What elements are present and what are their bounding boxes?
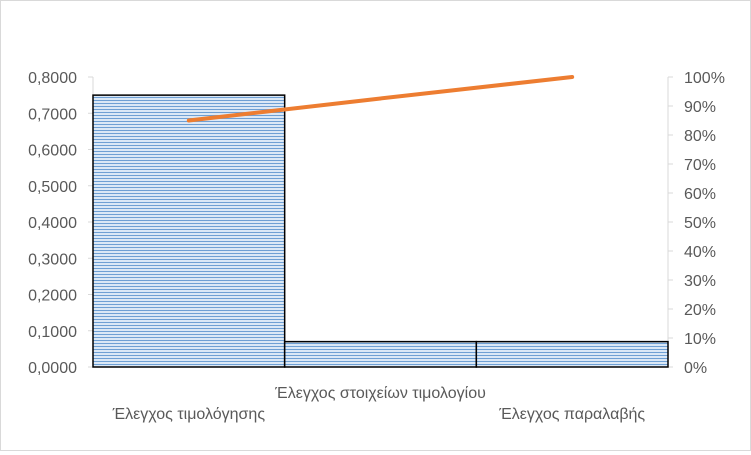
y-tick-label-primary: 0,8000 xyxy=(28,70,77,87)
y-tick-label-secondary: 50% xyxy=(684,215,716,232)
y-tick-label-primary: 0,1000 xyxy=(28,324,77,341)
y-tick-label-primary: 0,0000 xyxy=(28,360,77,377)
y-tick-label-primary: 0,6000 xyxy=(28,143,77,160)
y-tick-label-secondary: 90% xyxy=(684,99,716,116)
x-category-label: Έλεγχος στοιχείων τιμολογίου xyxy=(274,385,486,402)
bar xyxy=(476,342,668,367)
bar xyxy=(285,342,477,367)
x-category-label: Έλεγχος παραλαβής xyxy=(498,406,645,423)
y-tick-label-primary: 0,4000 xyxy=(28,215,77,232)
y-tick-label-secondary: 30% xyxy=(684,273,716,290)
y-tick-label-secondary: 20% xyxy=(684,302,716,319)
y-tick-label-secondary: 40% xyxy=(684,244,716,261)
y-tick-label-primary: 0,5000 xyxy=(28,179,77,196)
bar xyxy=(93,95,285,367)
y-tick-label-secondary: 100% xyxy=(684,70,725,87)
y-tick-label-secondary: 70% xyxy=(684,157,716,174)
y-tick-label-primary: 0,3000 xyxy=(28,251,77,268)
y-tick-label-secondary: 0% xyxy=(684,360,707,377)
x-category-label: Έλεγχος τιμολόγησης xyxy=(112,406,266,423)
y-tick-label-secondary: 60% xyxy=(684,186,716,203)
y-tick-label-primary: 0,2000 xyxy=(28,288,77,305)
y-tick-label-primary: 0,7000 xyxy=(28,106,77,123)
y-tick-label-secondary: 10% xyxy=(684,331,716,348)
y-tick-label-secondary: 80% xyxy=(684,128,716,145)
